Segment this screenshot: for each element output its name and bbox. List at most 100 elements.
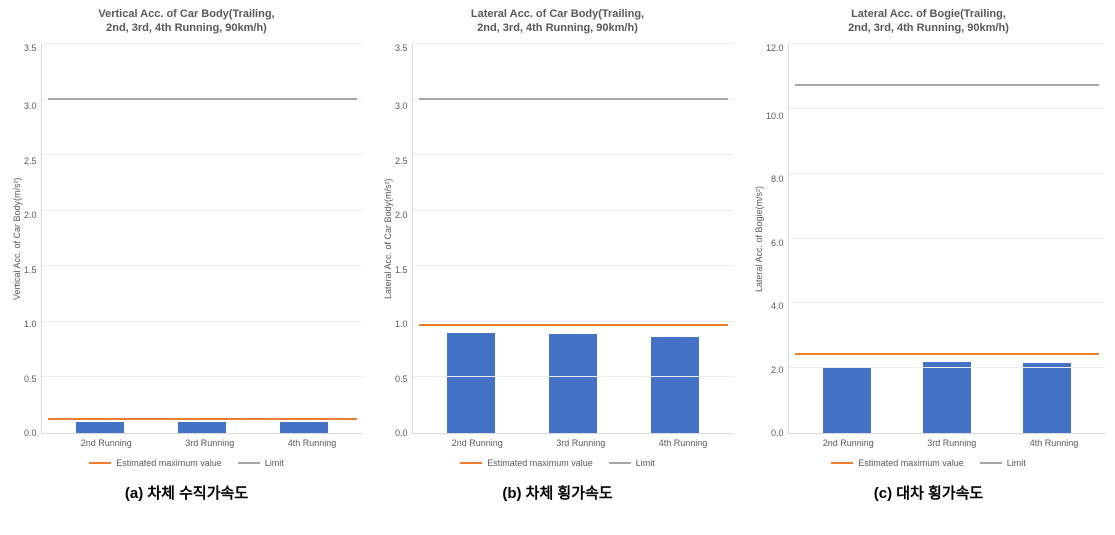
x-tick: 3rd Running (927, 438, 976, 448)
gridline (789, 108, 1105, 109)
bar (280, 422, 328, 433)
y-tick: 1.5 (395, 266, 408, 275)
legend-item-limit: Limit (238, 458, 284, 468)
plot-area (788, 44, 1105, 434)
gridline (42, 376, 363, 377)
y-tick: 6.0 (766, 239, 784, 248)
y-tick: 0.0 (24, 429, 37, 438)
x-ticks: 2nd Running3rd Running4th Running (752, 438, 1105, 448)
x-tick: 4th Running (659, 438, 708, 448)
plot-area (412, 44, 734, 434)
gridline (789, 367, 1105, 368)
y-tick: 0.0 (766, 429, 784, 438)
legend-label-limit: Limit (1007, 458, 1026, 468)
y-tick: 12.0 (766, 44, 784, 53)
y-tick: 1.0 (24, 320, 37, 329)
bar (178, 422, 226, 433)
chart-panel-b: Lateral Acc. of Car Body(Trailing, 2nd, … (381, 8, 734, 503)
y-tick: 0.5 (24, 375, 37, 384)
chart-title: Lateral Acc. of Car Body(Trailing, 2nd, … (471, 8, 644, 38)
y-tick: 4.0 (766, 302, 784, 311)
y-ticks: 12.010.08.06.04.02.00.0 (766, 44, 788, 434)
gridline (789, 238, 1105, 239)
x-tick: 2nd Running (452, 438, 503, 448)
y-axis-label: Lateral Acc. of Car Body(m/s²) (381, 44, 395, 434)
legend-label-est: Estimated maximum value (858, 458, 964, 468)
y-tick: 0.5 (395, 375, 408, 384)
legend-swatch-est (831, 462, 853, 464)
bars-container (789, 44, 1105, 433)
y-tick: 10.0 (766, 112, 784, 121)
bar (447, 333, 495, 433)
bar (651, 337, 699, 433)
chart-title: Lateral Acc. of Bogie(Trailing, 2nd, 3rd… (848, 8, 1009, 38)
y-axis-label: Lateral Acc. of Bogie(m/s²) (752, 44, 766, 434)
x-tick: 2nd Running (81, 438, 132, 448)
gridline (789, 173, 1105, 174)
chart-body: Lateral Acc. of Bogie(m/s²) 12.0 10.0 8.0 6… (752, 44, 1105, 434)
bars-container (413, 44, 734, 433)
y-tick: 8.0 (766, 175, 784, 184)
y-tick: 3.0 (24, 102, 37, 111)
bar (76, 422, 124, 433)
y-tick: 2.0 (24, 211, 37, 220)
chart-title: Vertical Acc. of Car Body(Trailing, 2nd,… (98, 8, 274, 38)
legend-label-limit: Limit (636, 458, 655, 468)
legend-item-est: Estimated maximum value (89, 458, 222, 468)
legend: Estimated maximum value Limit (831, 458, 1026, 468)
gridline (413, 43, 734, 44)
y-tick: 2.0 (395, 211, 408, 220)
x-ticks: 2nd Running 3rd Running 4th Running (381, 438, 734, 448)
gridline (413, 154, 734, 155)
gridline (789, 43, 1105, 44)
legend-swatch-limit (609, 462, 631, 464)
chart-body: Vertical Acc. of Car Body(m/s²) 3.5 3.0 2.… (10, 44, 363, 434)
legend-item-est: Estimated maximum value (460, 458, 593, 468)
limit-line (48, 98, 357, 100)
y-tick: 1.0 (395, 320, 408, 329)
gridline (413, 376, 734, 377)
gridline (789, 302, 1105, 303)
legend-swatch-est (460, 462, 482, 464)
legend: Estimated maximum value Limit (460, 458, 655, 468)
chart-caption: (c) 대차 횡가속도 (874, 482, 983, 503)
bar (549, 334, 597, 433)
chart-panel-c: Lateral Acc. of Bogie(Trailing, 2nd, 3rd… (752, 8, 1105, 503)
y-tick: 0.0 (395, 429, 408, 438)
y-ticks: 3.53.02.52.01.51.00.50.0 (24, 44, 41, 434)
estimated-max-line (795, 353, 1099, 355)
x-tick: 2nd Running (823, 438, 874, 448)
bar (923, 362, 971, 433)
y-tick: 1.5 (24, 266, 37, 275)
limit-line (419, 98, 728, 100)
bars-container (42, 44, 363, 433)
legend-item-est: Estimated maximum value (831, 458, 964, 468)
chart-caption: (a) 차체 수직가속도 (125, 482, 248, 503)
y-tick: 2.5 (395, 157, 408, 166)
y-tick: 3.0 (395, 102, 408, 111)
legend-item-limit: Limit (980, 458, 1026, 468)
gridline (413, 321, 734, 322)
charts-row: Vertical Acc. of Car Body(Trailing, 2nd,… (10, 8, 1105, 503)
bar (1023, 363, 1071, 433)
gridline (42, 321, 363, 322)
gridline (42, 210, 363, 211)
chart-panel-a: Vertical Acc. of Car Body(Trailing, 2nd,… (10, 8, 363, 503)
limit-line (795, 84, 1099, 86)
gridline (413, 265, 734, 266)
plot-area (41, 44, 363, 434)
chart-body: Lateral Acc. of Car Body(m/s²) 3.5 3.0 2.5… (381, 44, 734, 434)
legend-swatch-limit (980, 462, 1002, 464)
x-tick: 3rd Running (556, 438, 605, 448)
chart-caption: (b) 차체 횡가속도 (502, 482, 612, 503)
gridline (42, 265, 363, 266)
gridline (42, 154, 363, 155)
legend: Estimated maximum value Limit (89, 458, 284, 468)
y-tick: 3.5 (395, 44, 408, 53)
legend-label-est: Estimated maximum value (116, 458, 222, 468)
y-axis-label: Vertical Acc. of Car Body(m/s²) (10, 44, 24, 434)
y-ticks: 3.53.02.52.01.51.00.50.0 (395, 44, 412, 434)
gridline (42, 43, 363, 44)
y-tick: 3.5 (24, 44, 37, 53)
y-tick: 2.5 (24, 157, 37, 166)
